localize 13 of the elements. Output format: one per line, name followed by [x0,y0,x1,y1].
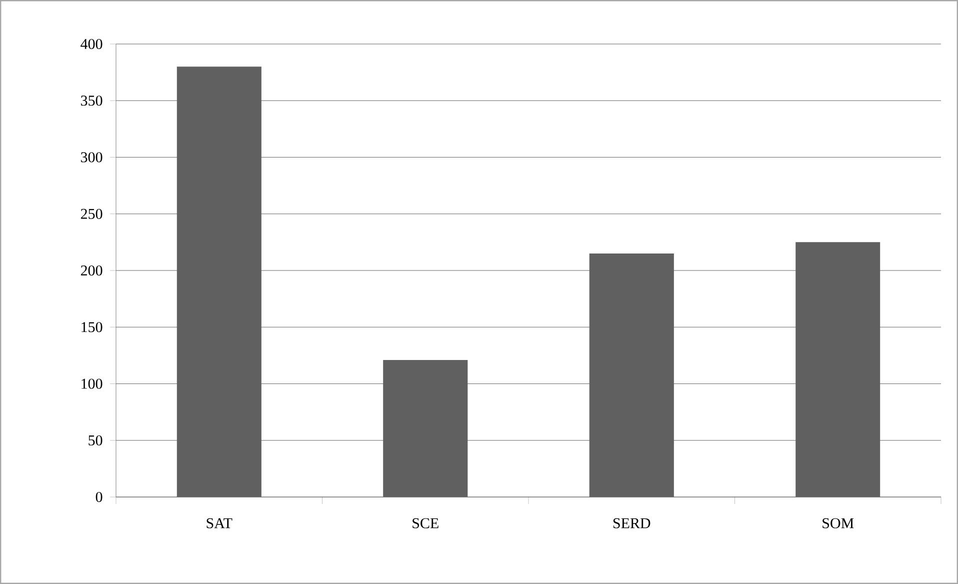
y-tick-label: 100 [82,378,102,389]
y-tick-label: 50 [88,435,102,446]
x-tick-label: SAT [206,518,232,528]
y-tick-label: 350 [81,96,102,106]
y-tick-label: 400 [80,38,102,50]
y-tick-label: 0 [96,492,102,502]
y-tick-label: 300 [81,152,102,162]
x-tick-label: SOM [822,518,854,528]
x-tick-label: SERD [613,518,650,528]
x-tick-label: SCE [412,518,438,528]
y-tick-label: 200 [80,265,102,276]
y-tick-label: 150 [82,322,102,332]
y-tick-label: 250 [80,208,102,219]
